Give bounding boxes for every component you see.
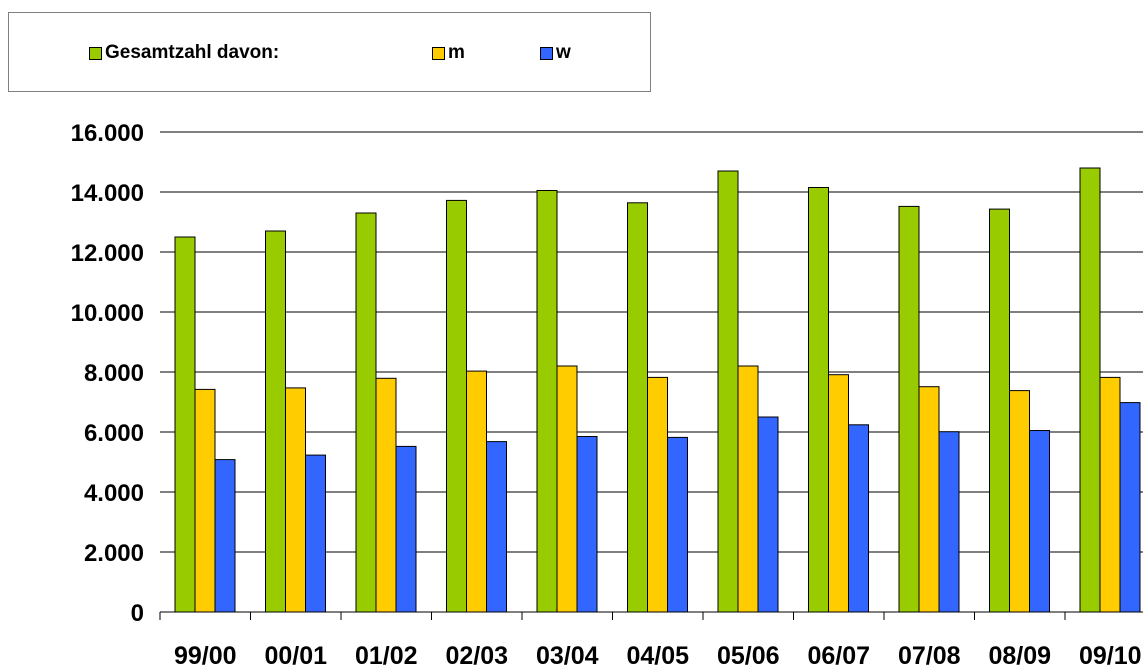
bar	[536, 190, 558, 613]
bar	[214, 459, 236, 613]
x-tick-label: 06/07	[807, 642, 870, 670]
y-tick-label: 16.000	[71, 120, 144, 147]
bar	[918, 386, 940, 613]
bar	[757, 416, 779, 613]
bar	[305, 454, 326, 613]
bar	[1079, 167, 1101, 613]
y-tick-label: 10.000	[71, 300, 144, 327]
x-tick-label: 03/04	[536, 642, 599, 670]
bar	[1099, 376, 1121, 613]
bar	[265, 230, 286, 613]
legend-label-gesamtzahl: Gesamtzahl davon:	[105, 42, 280, 63]
bar	[717, 170, 739, 613]
y-tick-label: 4.000	[84, 480, 144, 507]
bar	[828, 374, 849, 613]
bar	[174, 236, 196, 613]
bar	[848, 424, 869, 613]
bar	[375, 377, 397, 613]
bar	[1119, 402, 1141, 613]
legend-item-w: w	[540, 42, 571, 64]
legend-swatch-yellow	[432, 46, 445, 60]
bar	[898, 205, 920, 613]
bar	[737, 365, 759, 613]
y-tick-label: 8.000	[84, 360, 144, 387]
legend-item-gesamtzahl: Gesamtzahl davon:	[89, 42, 279, 64]
y-tick-label: 2.000	[84, 540, 144, 567]
bar	[667, 436, 688, 613]
legend-label-w: w	[556, 42, 571, 63]
bar	[395, 445, 417, 613]
bar	[808, 187, 829, 613]
x-tick-label: 09/10	[1079, 642, 1142, 670]
y-tick-label: 6.000	[84, 420, 144, 447]
x-tick-label: 02/03	[445, 642, 508, 670]
bar	[285, 387, 306, 613]
bar	[576, 436, 598, 613]
bar	[556, 365, 578, 613]
bar	[647, 376, 668, 613]
y-tick-labels: 0 2.000 4.000 6.000 8.000 10.000 12.000 14.000 1…	[71, 120, 144, 627]
x-tick-label: 08/09	[988, 642, 1051, 670]
bar	[1029, 430, 1050, 613]
y-tick-label: 0	[131, 600, 144, 627]
bar	[938, 431, 960, 613]
x-tick-label: 07/08	[898, 642, 961, 670]
x-tick-label: 99/00	[174, 642, 237, 670]
chart-legend: Gesamtzahl davon: m w	[8, 12, 651, 92]
x-tick-label: 00/01	[264, 642, 327, 670]
bar	[486, 441, 507, 613]
axes	[159, 611, 1143, 620]
x-tick-labels: 99/00 00/01 01/02 02/03 03/04 04/05 05/06 06/07…	[174, 642, 1142, 670]
y-tick-label: 12.000	[71, 240, 144, 267]
bar	[989, 208, 1010, 613]
bar	[1009, 390, 1030, 613]
x-tick-label: 05/06	[717, 642, 780, 670]
bar	[466, 370, 487, 613]
legend-label-m: m	[448, 42, 465, 63]
bar	[627, 202, 648, 613]
bar	[194, 388, 216, 613]
legend-swatch-green	[89, 46, 102, 60]
legend-swatch-blue	[540, 46, 553, 60]
bars	[174, 167, 1141, 613]
bar	[355, 212, 377, 613]
x-tick-label: 01/02	[355, 642, 418, 670]
bar	[446, 199, 467, 613]
x-tick-label: 04/05	[626, 642, 689, 670]
y-tick-label: 14.000	[71, 180, 144, 207]
gridlines	[160, 131, 1143, 553]
legend-item-m: m	[432, 42, 465, 64]
